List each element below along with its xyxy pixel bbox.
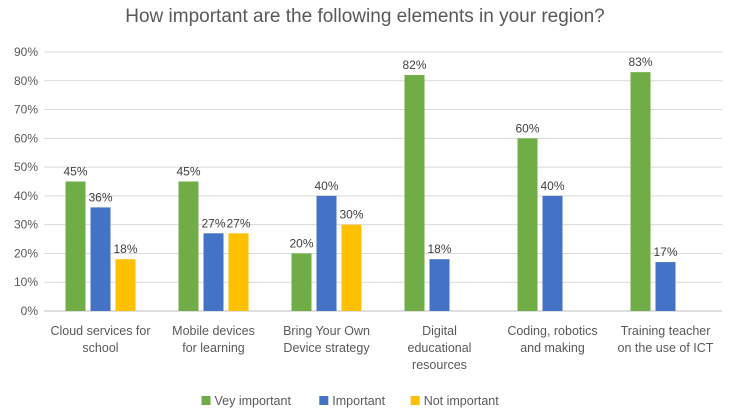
bar xyxy=(65,181,86,311)
bar xyxy=(630,72,651,312)
legend-swatch xyxy=(201,396,211,405)
y-tick-label: 20% xyxy=(14,246,38,260)
y-tick-label: 40% xyxy=(14,189,38,203)
legend-label: Vey important xyxy=(215,394,292,408)
data-label: 40% xyxy=(314,179,338,193)
bar xyxy=(291,253,312,311)
bar xyxy=(341,224,362,311)
y-tick-label: 60% xyxy=(14,131,38,145)
data-label: 27% xyxy=(201,216,225,230)
bar xyxy=(178,181,199,311)
y-tick-label: 10% xyxy=(14,275,38,289)
legend-swatch xyxy=(410,396,420,405)
x-category-label: Mobile devices for learning xyxy=(172,324,255,355)
data-label: 20% xyxy=(289,236,313,250)
data-label: 45% xyxy=(63,165,87,179)
x-category-label: Coding, robotics and making xyxy=(507,324,597,355)
data-label: 40% xyxy=(540,179,564,193)
data-label: 83% xyxy=(628,55,652,69)
legend-label: Important xyxy=(332,394,385,408)
bar xyxy=(316,195,337,311)
bar xyxy=(542,195,563,311)
bar xyxy=(115,259,136,311)
x-category-label: Training teacher on the use of ICT xyxy=(618,324,714,355)
data-label: 82% xyxy=(402,58,426,72)
data-label: 18% xyxy=(113,242,137,256)
y-tick-label: 50% xyxy=(14,160,38,174)
data-label: 30% xyxy=(339,208,363,222)
x-category-label: Bring Your Own Device strategy xyxy=(283,324,370,355)
bar xyxy=(517,138,538,311)
legend-label: Not important xyxy=(424,394,500,408)
bar xyxy=(655,262,676,311)
data-label: 17% xyxy=(653,245,677,259)
bar xyxy=(90,207,111,311)
data-label: 36% xyxy=(88,190,112,204)
data-label: 27% xyxy=(226,216,250,230)
y-tick-label: 90% xyxy=(14,45,38,59)
y-tick-label: 0% xyxy=(21,304,39,318)
data-label: 60% xyxy=(515,121,539,135)
bar xyxy=(203,233,224,311)
y-tick-label: 30% xyxy=(14,218,38,232)
legend-swatch xyxy=(319,396,329,405)
y-tick-label: 80% xyxy=(14,74,38,88)
bar xyxy=(228,233,249,311)
data-label: 45% xyxy=(176,165,200,179)
x-category-label: Cloud services for school xyxy=(50,324,150,355)
bar xyxy=(404,75,425,312)
bar xyxy=(429,259,450,311)
x-category-label: Digital educational resources xyxy=(408,324,472,372)
chart-title: How important are the following elements… xyxy=(125,6,605,27)
data-label: 18% xyxy=(427,242,451,256)
y-tick-label: 70% xyxy=(14,103,38,117)
